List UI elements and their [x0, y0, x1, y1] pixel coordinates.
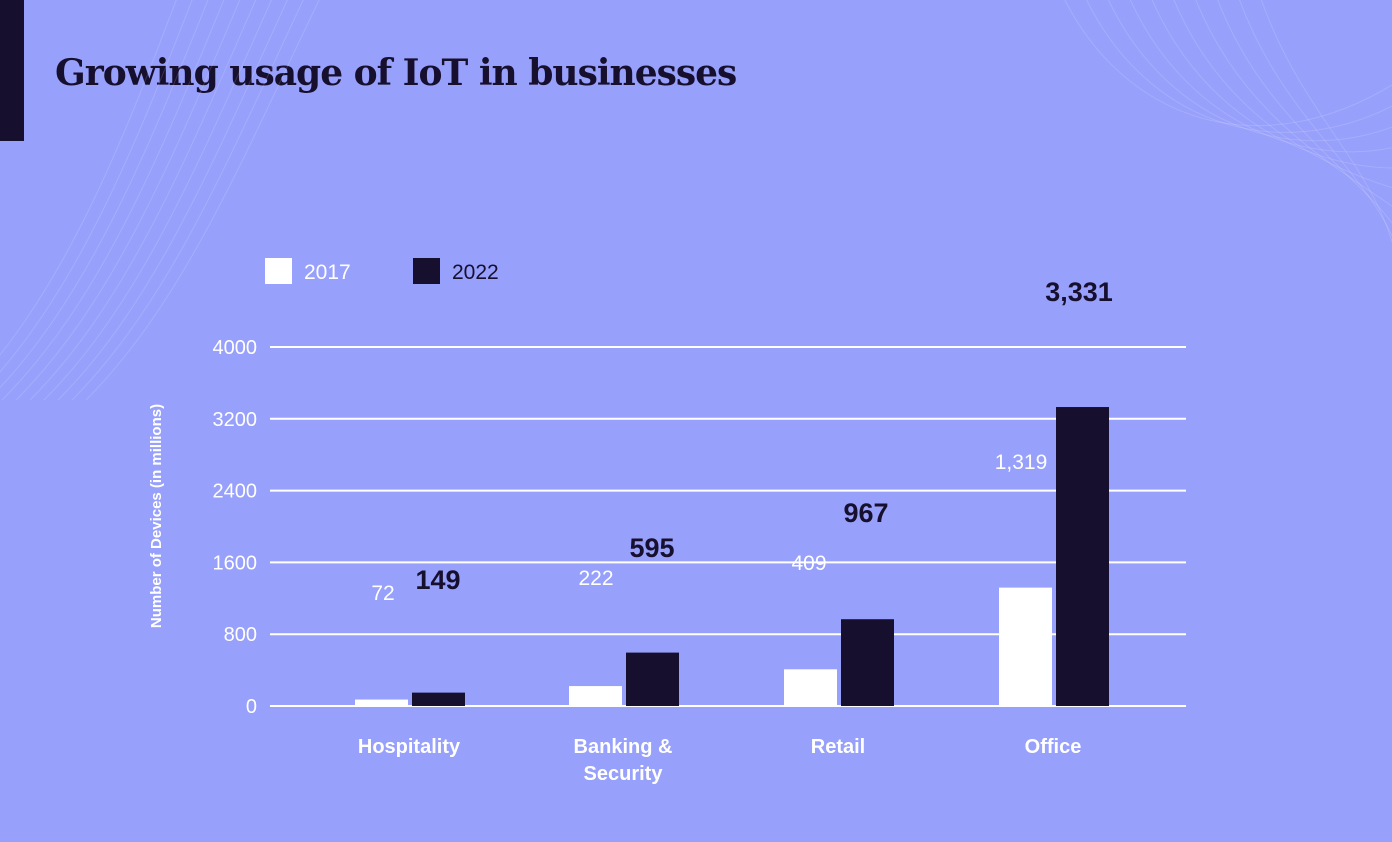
data-label-2022: 3,331	[1045, 277, 1113, 307]
decorative-wave	[1151, 0, 1392, 169]
x-tick-label: Security	[584, 763, 664, 785]
x-tick-label: Office	[1025, 736, 1082, 758]
decorative-wave	[1260, 0, 1392, 244]
data-label-2017: 222	[578, 567, 613, 590]
data-label-2017: 72	[371, 582, 394, 605]
legend-swatch-2022	[413, 258, 440, 284]
y-tick-label: 0	[246, 696, 257, 718]
data-label-2022: 595	[629, 533, 674, 563]
legend-swatch-2017	[265, 258, 292, 284]
legend-label-2022: 2022	[452, 261, 499, 284]
decorative-wave	[1217, 0, 1392, 224]
data-label-2022: 967	[843, 498, 888, 528]
y-tick-label: 3200	[213, 409, 258, 431]
bar-2022	[412, 692, 465, 706]
bar-2022	[626, 652, 679, 706]
bar-2017	[999, 587, 1052, 706]
decorative-wave	[1239, 0, 1392, 238]
data-label-2017: 409	[791, 552, 826, 575]
decorative-wave	[1129, 0, 1392, 153]
decorative-wave	[43, 0, 273, 401]
data-label-2022: 149	[415, 565, 460, 595]
bar-2017	[784, 669, 837, 706]
x-tick-label: Banking &	[574, 736, 673, 758]
decorative-wave	[15, 0, 241, 401]
decorative-wave	[0, 0, 177, 356]
y-tick-label: 4000	[213, 337, 258, 359]
accent-bar	[0, 0, 24, 141]
y-tick-label: 2400	[213, 481, 258, 503]
x-tick-label: Retail	[811, 736, 865, 758]
y-axis-label: Number of Devices (in millions)	[148, 404, 165, 628]
decorative-wave	[57, 0, 288, 401]
y-tick-label: 1600	[213, 552, 258, 574]
decorative-wave	[85, 0, 320, 401]
decorative-wave	[0, 0, 193, 373]
bar-2017	[355, 699, 408, 706]
data-label-2017: 1,319	[995, 451, 1048, 474]
decorative-wave	[0, 0, 209, 389]
decorative-wave	[71, 0, 304, 401]
decorative-wave	[1173, 0, 1392, 189]
decorative-wave	[1, 0, 225, 401]
bar-2022	[841, 619, 894, 706]
decorative-wave	[1064, 0, 1392, 127]
x-tick-label: Hospitality	[358, 736, 461, 758]
decorative-wave	[1108, 0, 1392, 142]
decorative-wave	[1086, 0, 1392, 133]
legend-label-2017: 2017	[304, 261, 351, 284]
decorative-wave	[29, 0, 257, 401]
bar-2017	[569, 686, 622, 706]
chart-title: Growing usage of IoT in businesses	[55, 52, 737, 94]
decorative-wave	[1195, 0, 1392, 207]
y-tick-label: 800	[224, 624, 257, 646]
bar-2022	[1056, 407, 1109, 706]
